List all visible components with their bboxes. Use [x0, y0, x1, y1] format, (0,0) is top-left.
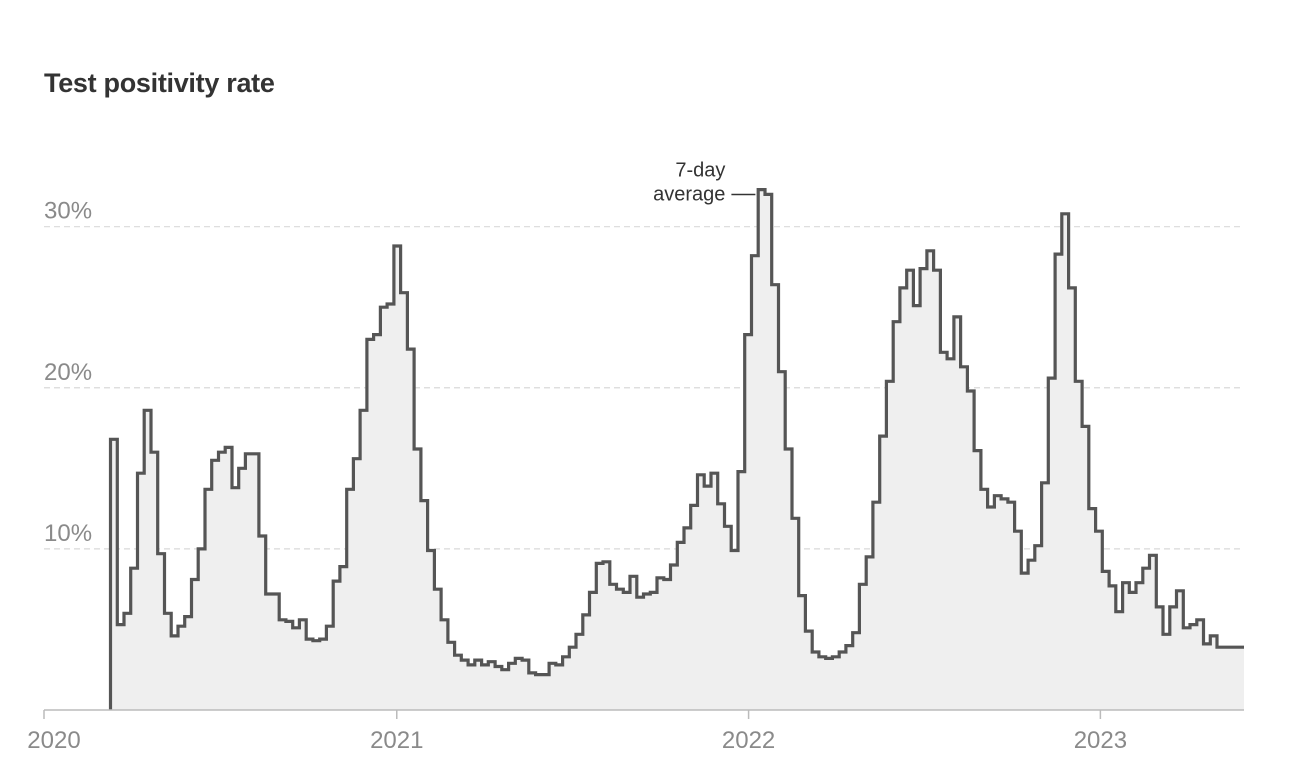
positivity-series-line [108, 188, 1244, 710]
x-tick-label: 2020 [27, 727, 80, 754]
x-tick-label: 2022 [722, 727, 775, 754]
y-tick-label: 30% [44, 198, 92, 225]
y-axis-labels: 10% 20% 30% [44, 198, 92, 547]
x-tick-label: 2021 [370, 727, 423, 754]
y-tick-label: 20% [44, 359, 92, 386]
annotation-line-1: 7-day [675, 159, 725, 181]
positivity-area [110, 189, 1244, 711]
chart-title: Test positivity rate [44, 68, 275, 98]
x-tick-label: 2023 [1074, 727, 1127, 754]
x-axis-ticks: 2020 2021 2022 2023 [27, 710, 1127, 754]
y-tick-label: 10% [44, 520, 92, 547]
annotation-line-2: average [653, 183, 725, 205]
